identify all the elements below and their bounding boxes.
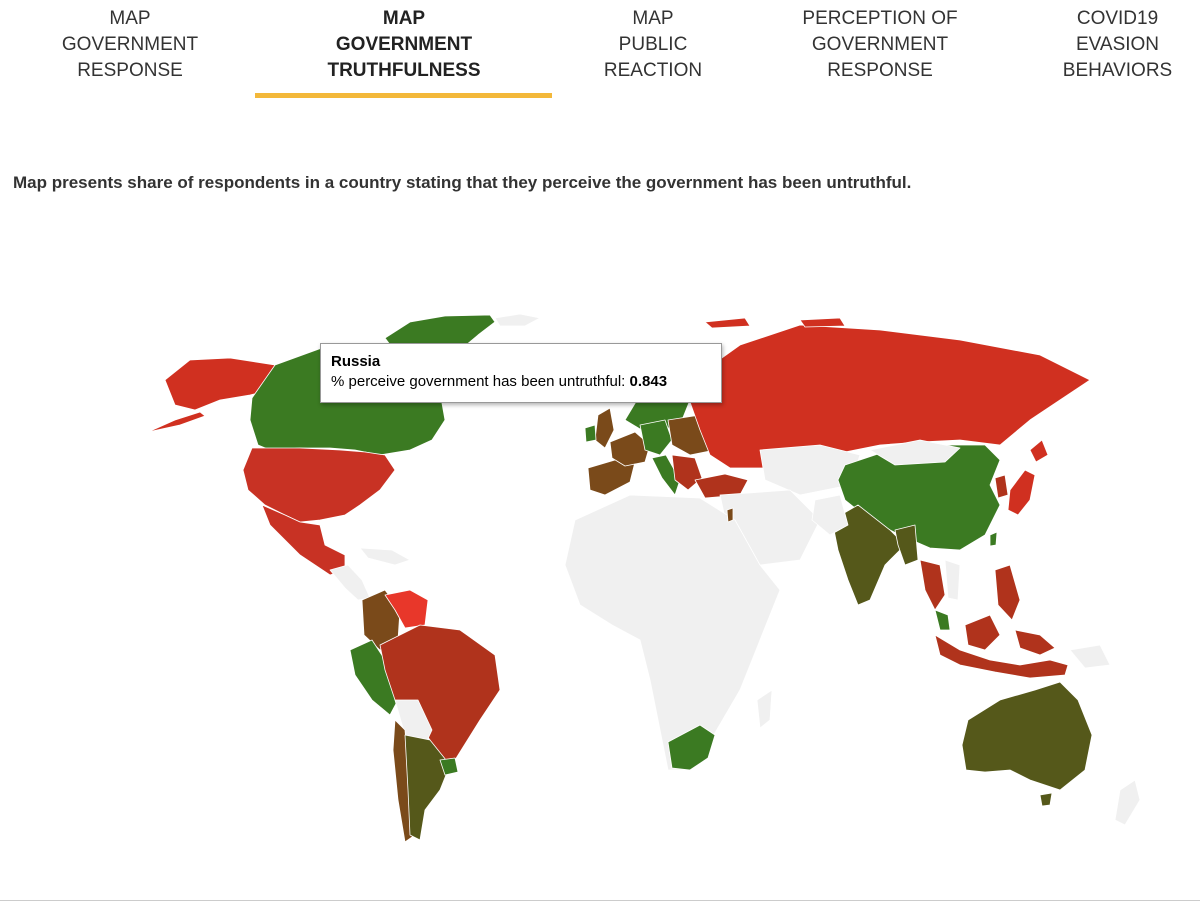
- country-indonesia: [934, 634, 1069, 679]
- tooltip-value-line: % perceive government has been untruthfu…: [331, 372, 711, 392]
- country-venezuela: [384, 589, 429, 629]
- tab-label-line: MAP: [632, 8, 674, 29]
- country-japan: [1007, 469, 1036, 516]
- tab-bar: MAP GOVERNMENT RESPONSE MAP GOVERNMENT T…: [0, 0, 1200, 110]
- country-madagascar: [756, 689, 773, 729]
- country-japan-north: [1029, 439, 1049, 463]
- country-new-zealand: [1114, 779, 1141, 826]
- tooltip-country-name: Russia: [331, 353, 381, 370]
- country-uruguay: [439, 757, 459, 776]
- tab-label-line: GOVERNMENT: [811, 34, 949, 55]
- tab-label-line: PUBLIC: [618, 34, 688, 55]
- tab-map-public-reaction[interactable]: MAP PUBLIC REACTION: [583, 6, 723, 84]
- country-myanmar: [894, 524, 919, 566]
- tab-perception-of-government-response[interactable]: PERCEPTION OF GOVERNMENT RESPONSE: [790, 6, 970, 84]
- country-turkey: [694, 473, 749, 499]
- country-malaysia: [934, 609, 951, 631]
- tab-label-line: PERCEPTION OF: [802, 8, 958, 29]
- tab-label-line: TRUTHFULNESS: [327, 60, 481, 81]
- country-philippines: [994, 564, 1021, 621]
- country-balkans: [671, 454, 703, 491]
- country-peru: [349, 639, 399, 716]
- country-india: [831, 504, 906, 606]
- country-tooltip: Russia % perceive government has been un…: [320, 343, 722, 403]
- country-pakistan: [811, 494, 849, 536]
- tab-label-line: EVASION: [1075, 34, 1160, 55]
- country-argentina: [404, 734, 451, 841]
- country-south-africa: [667, 724, 716, 771]
- tab-map-government-response[interactable]: MAP GOVERNMENT RESPONSE: [60, 6, 200, 84]
- country-australia: [961, 681, 1093, 791]
- country-taiwan: [989, 531, 998, 547]
- country-no-data: [494, 313, 541, 327]
- country-israel: [726, 507, 734, 523]
- tab-label-line: MAP: [109, 8, 151, 29]
- country-thailand: [919, 559, 946, 611]
- tooltip-value: 0.843: [629, 373, 668, 390]
- country-korea: [994, 474, 1009, 499]
- country-malaysia-borneo: [964, 614, 1001, 651]
- tab-label-line: COVID19: [1076, 8, 1159, 29]
- tab-map-government-truthfulness[interactable]: MAP GOVERNMENT TRUTHFULNESS: [300, 6, 508, 84]
- country-indonesia-east: [1014, 629, 1056, 656]
- country-central-america: [329, 564, 371, 601]
- country-france: [609, 431, 651, 467]
- tab-label-line: RESPONSE: [827, 60, 933, 81]
- tab-label-line: GOVERNMENT: [335, 34, 473, 55]
- country-caribbean: [359, 547, 411, 566]
- country-tasmania: [1039, 792, 1053, 807]
- country-usa: [242, 447, 396, 523]
- country-italy: [651, 454, 681, 496]
- tab-label-line: REACTION: [603, 60, 703, 81]
- country-mongolia: [869, 439, 961, 466]
- tab-covid19-evasion-behaviors[interactable]: COVID19 EVASION BEHAVIORS: [1050, 6, 1185, 84]
- tab-label-line: MAP: [382, 8, 426, 29]
- country-png: [1069, 644, 1111, 669]
- country-germany: [639, 419, 673, 456]
- tooltip-label: % perceive government has been untruthfu…: [331, 373, 630, 390]
- country-vietnam: [944, 559, 961, 601]
- country-russia-arctic: [799, 317, 846, 328]
- bottom-divider: [0, 900, 1200, 901]
- tab-label-line: BEHAVIORS: [1062, 60, 1173, 81]
- tab-label-line: RESPONSE: [77, 60, 183, 81]
- active-tab-indicator: [255, 93, 552, 98]
- tab-label-line: GOVERNMENT: [61, 34, 199, 55]
- map-description: Map presents share of respondents in a c…: [13, 173, 912, 192]
- country-ireland: [584, 424, 597, 443]
- country-russia-arctic: [704, 317, 751, 329]
- country-alaska-islands: [147, 411, 206, 433]
